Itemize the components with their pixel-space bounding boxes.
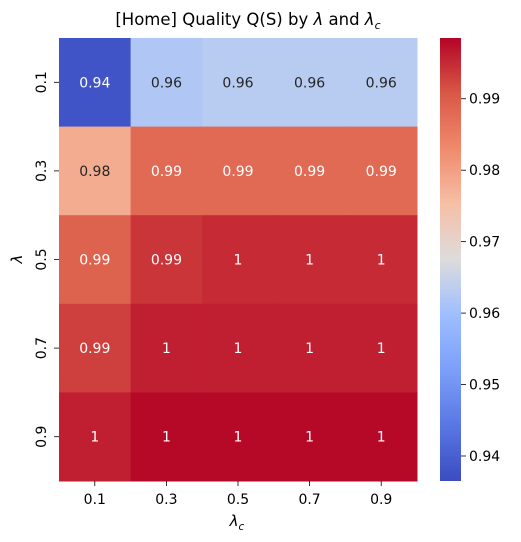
colorbar [440,38,461,481]
cell-label: 0.99 [151,164,182,180]
heatmap-cells [59,38,418,482]
cell-label: 1 [234,253,243,269]
heatmap-cell-r1-c3 [273,126,346,216]
heatmap-cell-r4-c4 [345,392,418,482]
cell-label: 1 [305,430,314,446]
heatmap-cell-r4-c3 [273,392,346,482]
colorbar-tick-label: 0.95 [469,378,500,394]
cell-label: 0.99 [222,164,253,180]
heatmap-cell-r2-c4 [345,215,418,305]
cell-label: 1 [305,253,314,269]
cell-label: 1 [377,430,386,446]
x-tick-label: 0.1 [84,492,106,508]
heatmap-cell-r0-c0 [59,38,132,128]
heatmap-cell-r2-c0 [59,215,132,305]
cell-label: 0.99 [79,253,110,269]
cell-label: 0.99 [79,341,110,357]
x-tick-label: 0.9 [370,492,392,508]
heatmap-cell-r0-c1 [130,38,203,128]
cell-label: 0.96 [366,75,397,91]
cell-label: 1 [162,430,171,446]
heatmap-cell-r4-c0 [59,392,132,482]
heatmap-cell-r3-c1 [130,303,203,393]
x-tick-label: 0.5 [227,492,249,508]
heatmap-cell-r2-c3 [273,215,346,305]
cell-label: 1 [377,253,386,269]
cell-annotations: 0.94 0.96 0.96 0.96 0.96 0.98 0.99 0.99 0.99 0.99… [79,75,397,445]
cell-label: 0.99 [294,164,325,180]
cell-label: 1 [234,341,243,357]
colorbar-ticks: 0.94 0.95 0.96 0.97 0.98 0.99 [461,92,500,465]
heatmap-cell-r2-c2 [202,215,275,305]
heatmap-cell-r1-c1 [130,126,203,216]
y-tick-label: 0.5 [34,248,50,270]
x-axis-ticks: 0.1 0.3 0.5 0.7 0.9 [84,481,392,508]
y-axis-label: λ [8,255,26,265]
heatmap-cell-r3-c3 [273,303,346,393]
y-tick-label: 0.7 [34,337,50,359]
colorbar-tick-label: 0.98 [469,163,500,179]
heatmap-cell-r3-c4 [345,303,418,393]
colorbar-tick-label: 0.97 [469,235,500,251]
cell-label: 0.98 [79,164,110,180]
heatmap-cell-r4-c1 [130,392,203,482]
cell-label: 1 [90,430,99,446]
cell-label: 1 [162,341,171,357]
cell-label: 1 [234,430,243,446]
colorbar-tick-label: 0.94 [469,449,500,465]
chart-title: [Home] Quality Q(S) by λ and λc [115,10,380,32]
y-axis-ticks: 0.1 0.3 0.5 0.7 0.9 [34,71,59,448]
heatmap-cell-r1-c4 [345,126,418,216]
heatmap-cell-r0-c4 [345,38,418,128]
heatmap-cell-r1-c0 [59,126,132,216]
colorbar-tick-label: 0.99 [469,92,500,108]
heatmap-cell-r0-c2 [202,38,275,128]
heatmap-cell-r4-c2 [202,392,275,482]
cell-label: 0.96 [294,75,325,91]
heatmap-cell-r3-c2 [202,303,275,393]
colorbar-tick-label: 0.96 [469,306,500,322]
cell-label: 0.96 [151,75,182,91]
cell-label: 0.99 [366,164,397,180]
x-axis-label: λc [229,512,245,533]
y-tick-label: 0.1 [34,71,50,93]
cell-label: 0.99 [151,253,182,269]
x-tick-label: 0.7 [298,492,320,508]
y-tick-label: 0.3 [34,160,50,182]
cell-label: 1 [377,341,386,357]
heatmap-cell-r0-c3 [273,38,346,128]
y-tick-label: 0.9 [34,426,50,448]
heatmap-cell-r1-c2 [202,126,275,216]
x-tick-label: 0.3 [155,492,177,508]
cell-label: 0.94 [79,75,110,91]
cell-label: 1 [305,341,314,357]
heatmap-cell-r2-c1 [130,215,203,305]
heatmap-cell-r3-c0 [59,303,132,393]
cell-label: 0.96 [222,75,253,91]
